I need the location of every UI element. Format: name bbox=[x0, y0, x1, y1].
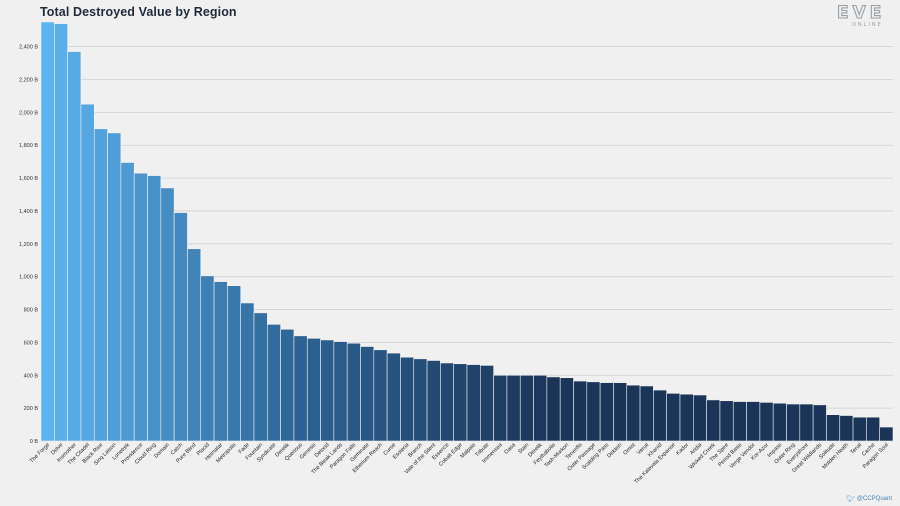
logo-wordmark: EVE bbox=[837, 3, 885, 23]
bar bbox=[732, 401, 747, 442]
chart-title: Total Destroyed Value by Region bbox=[40, 5, 237, 19]
bar bbox=[253, 312, 268, 442]
credit-handle: @CCPQuant bbox=[856, 496, 892, 502]
bar bbox=[493, 374, 508, 442]
bar bbox=[812, 404, 827, 442]
credit: 🐦︎ @CCPQuant bbox=[846, 495, 892, 503]
bar bbox=[719, 400, 734, 442]
bar bbox=[227, 285, 241, 442]
bar bbox=[533, 374, 548, 442]
bar bbox=[293, 335, 308, 442]
bar bbox=[559, 377, 574, 442]
logo-subtitle: ONLINE bbox=[852, 22, 883, 28]
y-tick-label: 2,000 B bbox=[19, 110, 38, 116]
bar bbox=[879, 426, 894, 442]
bar bbox=[613, 382, 628, 442]
bar bbox=[626, 384, 641, 442]
x-tick-label: Oasa bbox=[503, 442, 517, 456]
bar bbox=[666, 393, 681, 442]
bar bbox=[852, 416, 867, 442]
bar bbox=[267, 324, 281, 442]
bar bbox=[240, 302, 255, 442]
bar-layer bbox=[40, 21, 894, 442]
bar bbox=[573, 380, 588, 442]
bar bbox=[147, 175, 162, 442]
bar bbox=[586, 381, 601, 442]
bar bbox=[413, 358, 428, 442]
bar bbox=[333, 341, 348, 442]
y-tick-label: 1,600 B bbox=[19, 176, 38, 182]
y-tick-label: 1,800 B bbox=[19, 143, 38, 149]
bar bbox=[693, 394, 707, 442]
bar bbox=[160, 187, 175, 442]
bar bbox=[799, 403, 814, 442]
bar bbox=[453, 363, 468, 442]
bar bbox=[80, 103, 95, 442]
bar bbox=[320, 339, 335, 442]
bar bbox=[519, 374, 534, 442]
bar bbox=[200, 275, 215, 442]
bar bbox=[386, 352, 401, 442]
x-tick-label: Kador bbox=[675, 442, 690, 457]
y-tick-label: 1,000 B bbox=[19, 275, 38, 281]
bar bbox=[187, 248, 202, 442]
bar bbox=[93, 128, 108, 442]
bar bbox=[400, 356, 415, 442]
bar bbox=[772, 402, 787, 442]
bar bbox=[653, 389, 667, 442]
bar bbox=[133, 172, 148, 442]
bar bbox=[866, 416, 880, 442]
y-axis-ticks: 0 B 200 B 400 B 600 B 800 B 1,000 B 1,200 B 1,4… bbox=[19, 45, 38, 445]
x-tick-label: Deklein bbox=[606, 442, 623, 459]
eve-online-logo: EVE ONLINE bbox=[836, 2, 885, 28]
bar bbox=[120, 162, 135, 442]
y-tick-label: 400 B bbox=[24, 373, 39, 379]
bar bbox=[839, 415, 854, 442]
y-tick-label: 2,200 B bbox=[19, 78, 38, 84]
bar bbox=[639, 385, 654, 442]
bar bbox=[599, 382, 614, 442]
bar bbox=[360, 346, 375, 442]
bar bbox=[173, 212, 188, 442]
bar bbox=[746, 401, 761, 442]
bar bbox=[480, 365, 494, 442]
bar bbox=[306, 337, 321, 442]
y-tick-label: 1,400 B bbox=[19, 209, 38, 215]
y-tick-label: 600 B bbox=[24, 340, 39, 346]
x-tick-label: Malpais bbox=[459, 442, 477, 460]
bar bbox=[40, 21, 55, 442]
y-tick-label: 1,200 B bbox=[19, 242, 38, 248]
bar bbox=[280, 328, 295, 442]
x-tick-label: The Forge bbox=[29, 442, 51, 464]
bar bbox=[54, 23, 68, 442]
twitter-bird-icon: 🐦︎ bbox=[846, 496, 855, 503]
bar bbox=[107, 132, 122, 442]
y-tick-label: 800 B bbox=[24, 308, 39, 314]
y-tick-label: 0 B bbox=[30, 439, 39, 445]
bar bbox=[506, 374, 521, 442]
bar bbox=[67, 51, 82, 442]
bar bbox=[786, 403, 801, 442]
x-tick-label: Omist bbox=[622, 442, 637, 457]
bar bbox=[213, 281, 228, 442]
bar bbox=[440, 362, 454, 442]
y-tick-label: 2,400 B bbox=[19, 45, 38, 51]
bar bbox=[373, 349, 388, 442]
bar bbox=[679, 393, 694, 442]
y-tick-label: 200 B bbox=[24, 406, 39, 412]
bar bbox=[346, 342, 361, 442]
bar bbox=[466, 364, 481, 442]
bar bbox=[759, 402, 774, 442]
bar bbox=[426, 360, 441, 442]
bar bbox=[826, 414, 841, 442]
bar bbox=[706, 399, 721, 442]
bar bbox=[546, 376, 561, 442]
